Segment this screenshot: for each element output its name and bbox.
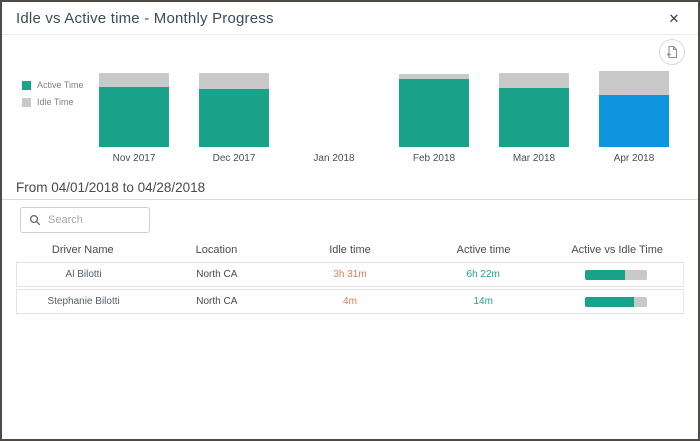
active-time-cell: 6h 22m: [466, 269, 500, 280]
table-body: Al Bilotti North CA 3h 31m 6h 22m Stephanie …: [16, 262, 684, 314]
search-icon: [29, 214, 41, 226]
idle-time-cell: 3h 31m: [333, 269, 367, 280]
monthly-progress-chart: Active Time Idle Time Nov 2017 Dec 2017 Jan…: [2, 52, 698, 167]
column-header: Idle time: [329, 244, 371, 256]
chart-slot: Jan 2018: [284, 52, 384, 167]
close-icon[interactable]: ✕: [664, 9, 684, 29]
month-label: Jan 2018: [313, 153, 355, 164]
stacked-bar-dec-2017[interactable]: [199, 73, 269, 147]
export-report-icon: [665, 45, 679, 59]
legend-label: Active Time: [37, 80, 84, 90]
active-segment[interactable]: [399, 79, 469, 147]
active-vs-idle-bar: [585, 269, 648, 280]
active-fill: [585, 269, 626, 280]
active-vs-idle-cell: [550, 296, 683, 307]
active-fill: [585, 296, 634, 307]
stacked-bar-nov-2017[interactable]: [99, 73, 169, 147]
section-divider: [2, 199, 698, 200]
month-label: Dec 2017: [212, 153, 256, 164]
chart-slot: Feb 2018: [384, 52, 484, 167]
stacked-bar-apr-2018[interactable]: [599, 71, 669, 147]
driver-name-cell: Stephanie Bilotti: [47, 296, 120, 307]
search-input[interactable]: [48, 214, 141, 226]
active-segment[interactable]: [199, 89, 269, 147]
column-header: Location: [195, 244, 238, 256]
month-label: Feb 2018: [412, 153, 456, 164]
column-header: Driver Name: [51, 244, 114, 256]
table-row[interactable]: Stephanie Bilotti North CA 4m 14m: [16, 289, 684, 314]
active-time-cell: 14m: [473, 296, 493, 307]
table-row[interactable]: Al Bilotti North CA 3h 31m 6h 22m: [16, 262, 684, 287]
chart-plot-area: Nov 2017 Dec 2017 Jan 2018 Feb 2018 Mar 2018…: [84, 52, 684, 167]
driver-name-cell: Al Bilotti: [65, 269, 102, 280]
legend-item: Idle Time: [22, 97, 84, 107]
active-vs-idle-bar: [585, 296, 648, 307]
idle-time-cell: 4m: [343, 296, 357, 307]
month-label: Nov 2017: [112, 153, 156, 164]
legend-swatch: [22, 80, 31, 90]
location-cell: North CA: [196, 296, 238, 307]
month-label: Apr 2018: [613, 153, 655, 164]
idle-segment[interactable]: [399, 74, 469, 79]
month-label: Mar 2018: [512, 153, 556, 164]
chart-slot: Apr 2018: [584, 52, 684, 167]
column-header: Active time: [456, 244, 511, 256]
drivers-table: Driver Name Location Idle time Active time A…: [16, 238, 684, 316]
chart-slot: Nov 2017: [84, 52, 184, 167]
idle-segment[interactable]: [199, 73, 269, 90]
idle-segment[interactable]: [499, 72, 569, 88]
active-vs-idle-cell: [550, 269, 683, 280]
stacked-bar-feb-2018[interactable]: [399, 74, 469, 147]
active-segment[interactable]: [499, 87, 569, 147]
idle-segment[interactable]: [99, 73, 169, 87]
chart-slot: Dec 2017: [184, 52, 284, 167]
stacked-bar-mar-2018[interactable]: [499, 72, 569, 147]
date-range-label: From 04/01/2018 to 04/28/2018: [16, 180, 206, 195]
legend-swatch: [22, 97, 31, 107]
export-report-button[interactable]: [659, 39, 685, 65]
legend-item: Active Time: [22, 80, 84, 90]
location-cell: North CA: [196, 269, 238, 280]
table-header-row: Driver Name Location Idle time Active time A…: [16, 238, 684, 262]
active-segment[interactable]: [599, 95, 669, 147]
chart-legend: Active Time Idle Time: [22, 80, 84, 114]
active-segment[interactable]: [99, 87, 169, 147]
search-box[interactable]: [20, 207, 150, 233]
dialog-header: Idle vs Active time - Monthly Progress ✕: [2, 2, 698, 35]
column-header: Active vs Idle Time: [571, 244, 664, 256]
legend-label: Idle Time: [37, 97, 74, 107]
chart-slot: Mar 2018: [484, 52, 584, 167]
idle-segment[interactable]: [599, 71, 669, 95]
dialog-title: Idle vs Active time - Monthly Progress: [16, 10, 274, 27]
